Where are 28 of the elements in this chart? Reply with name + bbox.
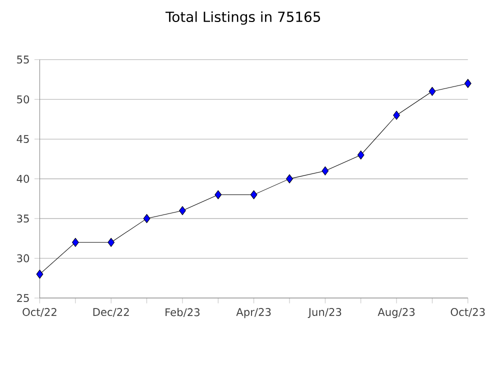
point (72, 238, 79, 248)
x-tick-label: Aug/23 (378, 308, 415, 318)
point (322, 166, 329, 176)
point (250, 190, 258, 200)
x-tick-label: Oct/23 (450, 308, 485, 318)
point (286, 174, 293, 184)
y-tick-label: 55 (17, 56, 29, 64)
point (357, 150, 364, 160)
y-tick-label: 30 (17, 254, 30, 263)
x-tick-label: Oct/22 (22, 308, 56, 318)
y-tick-label: 35 (17, 214, 29, 223)
x-tick-label: Dec/22 (93, 308, 129, 318)
chart-title: Total Listings in 75165 (165, 12, 320, 26)
y-tick-label: 25 (17, 294, 29, 302)
x-tick-label: Feb/23 (166, 308, 200, 318)
point (36, 270, 44, 279)
x-tick-label: Apr/23 (236, 308, 271, 318)
y-tick-label: 50 (17, 96, 30, 104)
point (143, 214, 150, 224)
point (428, 87, 436, 96)
y-tick-label: 40 (16, 175, 30, 184)
x-tick-label: Jun/23 (308, 308, 342, 318)
point (464, 79, 472, 88)
point (179, 206, 186, 216)
point (108, 238, 115, 248)
point (393, 110, 400, 120)
point (214, 190, 222, 200)
y-tick-label: 45 (16, 135, 29, 144)
